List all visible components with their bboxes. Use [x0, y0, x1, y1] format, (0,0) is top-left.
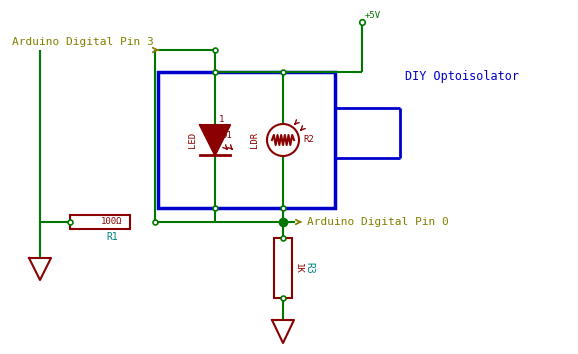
Circle shape	[267, 124, 299, 156]
Bar	[158, 72, 335, 208]
Text: LED: LED	[188, 132, 198, 148]
Text: R1: R1	[106, 232, 118, 242]
Text: R3: R3	[304, 262, 314, 274]
Text: LDR: LDR	[250, 132, 260, 148]
Bar	[70, 215, 130, 229]
Text: D1: D1	[221, 131, 232, 141]
Text: 1: 1	[219, 114, 224, 124]
Text: Arduino Digital Pin 3: Arduino Digital Pin 3	[12, 37, 154, 47]
Bar	[274, 238, 292, 298]
Text: Arduino Digital Pin 0: Arduino Digital Pin 0	[307, 217, 449, 227]
Polygon shape	[200, 125, 230, 155]
Text: DIY Optoisolator: DIY Optoisolator	[405, 70, 519, 83]
Text: 100Ω: 100Ω	[101, 217, 123, 227]
Text: 1K: 1K	[294, 263, 303, 273]
Text: +5V: +5V	[365, 11, 381, 20]
Text: R2: R2	[303, 136, 314, 144]
